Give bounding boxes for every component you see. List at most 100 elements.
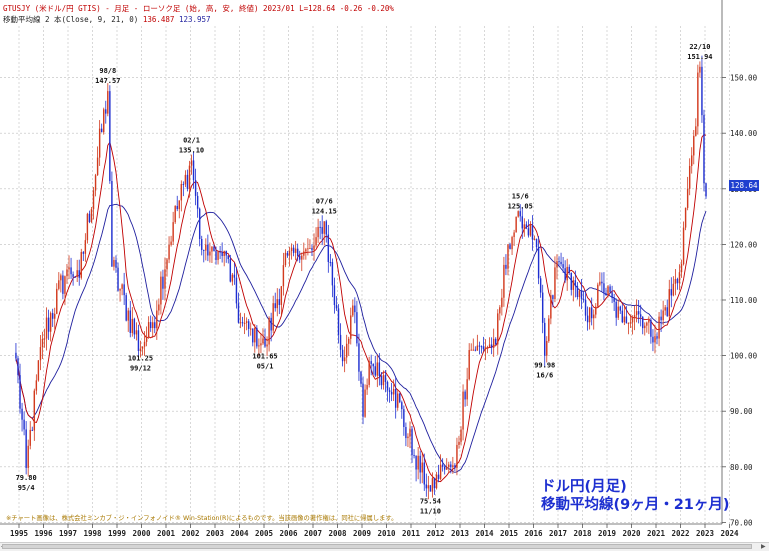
candle-body: [521, 216, 523, 229]
candle-body: [149, 322, 152, 329]
x-tick-label: 2023: [696, 529, 715, 538]
candle-body: [552, 295, 554, 300]
current-price-tag: 128.64: [729, 180, 759, 191]
candle-body: [137, 330, 140, 351]
candle-body: [241, 322, 244, 324]
candle-body: [292, 247, 295, 253]
candle-body: [329, 261, 332, 263]
candle-body: [593, 314, 595, 319]
candle-body: [452, 465, 454, 468]
candle-body: [62, 275, 64, 294]
candle-body: [705, 183, 707, 197]
x-tick-label: 2007: [304, 529, 322, 538]
candle-body: [270, 317, 272, 331]
candle-body: [301, 255, 303, 260]
candle-body: [495, 338, 497, 345]
candle-body: [237, 303, 240, 323]
candle-body: [117, 267, 119, 291]
candle-body: [431, 478, 434, 492]
x-tick-label: 1996: [34, 529, 53, 538]
candle-body: [147, 322, 150, 338]
candle-body: [411, 428, 413, 456]
candle-body: [139, 348, 142, 351]
y-tick-label: 70.00: [730, 518, 753, 527]
candle-body: [382, 375, 385, 386]
candle-body: [684, 207, 687, 228]
candle-body: [407, 436, 409, 439]
candle-body: [166, 259, 168, 270]
candle-body: [127, 310, 129, 321]
candle-body: [35, 380, 38, 391]
x-tick-label: 2011: [402, 529, 421, 538]
candle-body: [309, 248, 311, 250]
candle-body: [188, 165, 191, 189]
candle-body: [176, 205, 178, 210]
candle-body: [427, 485, 430, 489]
y-tick-label: 140.00: [730, 129, 758, 138]
copyright-notice: ※チャート画像は、株式会社ミンカブ・ジ・インフォノイド® Win-Station…: [6, 515, 398, 522]
candle-body: [121, 284, 123, 289]
candle-body: [691, 155, 693, 166]
candle-body: [119, 288, 121, 291]
candle-body: [499, 307, 501, 314]
candle-body: [519, 211, 521, 217]
candle-body: [264, 338, 266, 347]
candle-body: [90, 209, 93, 223]
candle-body: [21, 408, 23, 420]
x-tick-label: 2010: [377, 529, 396, 538]
candle-body: [366, 384, 368, 390]
candle-body: [296, 248, 299, 256]
candle-body: [325, 221, 327, 235]
y-tick-label: 90.00: [730, 407, 753, 416]
candle-body: [603, 283, 605, 293]
candle-body: [154, 322, 156, 329]
candle-body: [47, 317, 50, 332]
candle-body: [305, 249, 307, 252]
candle-body: [303, 251, 305, 256]
candle-body: [482, 346, 485, 350]
annotation-line1: 101.25: [128, 355, 153, 363]
candle-body: [221, 252, 223, 256]
candle-body: [105, 109, 107, 114]
candle-body: [441, 464, 444, 467]
candle-body: [676, 278, 679, 284]
candle-body: [217, 251, 219, 260]
candle-body: [619, 306, 621, 311]
candle-body: [364, 389, 366, 417]
horizontal-scrollbar[interactable]: ◀ ▶: [0, 542, 769, 551]
candle-body: [417, 455, 419, 470]
annotation-line1: 15/6: [512, 192, 529, 200]
candle-body: [421, 462, 423, 473]
candle-body: [323, 221, 325, 234]
annotation-line2: 135.10: [179, 146, 204, 154]
scroll-right-icon[interactable]: ▶: [761, 543, 766, 550]
x-tick-label: 2016: [524, 529, 543, 538]
candle-body: [697, 72, 699, 127]
candle-body: [174, 205, 176, 223]
candle-body: [464, 391, 466, 400]
candle-body: [501, 297, 503, 308]
scroll-thumb[interactable]: [2, 544, 752, 549]
candle-body: [397, 393, 399, 408]
candle-body: [642, 316, 644, 329]
candle-body: [588, 307, 591, 323]
candle-body: [554, 267, 556, 300]
candle-body: [678, 272, 681, 284]
annotation-line2: 95/4: [18, 484, 35, 492]
candle-body: [566, 266, 568, 281]
candle-body: [515, 216, 517, 233]
candle-body: [517, 211, 519, 217]
candle-body: [317, 226, 319, 238]
candle-body: [668, 289, 670, 317]
candle-body: [497, 313, 499, 345]
ma-legend-label: 移動平均線 2 本(Close, 9, 21, 0): [3, 15, 139, 24]
candle-body: [43, 338, 46, 340]
candle-body: [272, 303, 274, 331]
candle-body: [335, 304, 338, 309]
candle-body: [343, 357, 346, 362]
candle-body: [531, 224, 534, 240]
candle-body: [674, 278, 677, 284]
candle-body: [37, 360, 40, 381]
x-tick-label: 2008: [328, 529, 347, 538]
